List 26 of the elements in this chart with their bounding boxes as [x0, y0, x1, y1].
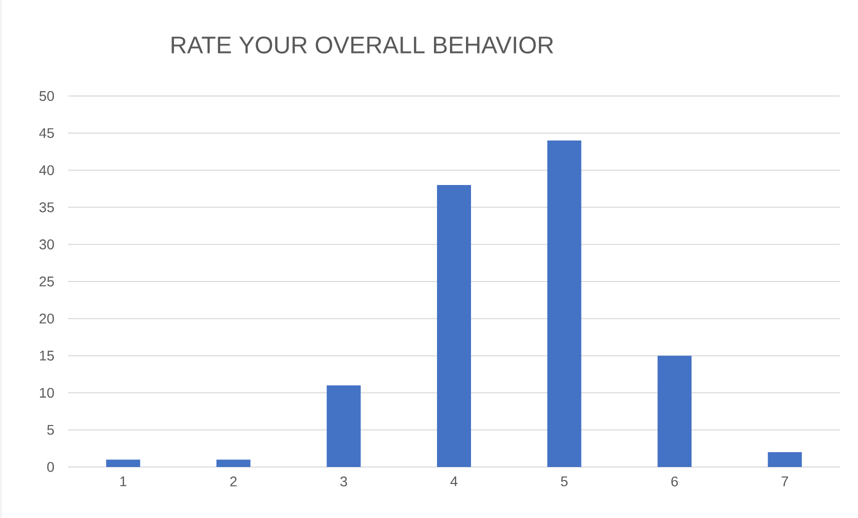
y-tick-label: 5	[47, 425, 54, 435]
y-tick-label: 10	[40, 388, 54, 398]
y-tick-label: 40	[39, 165, 54, 176]
y-tick-label: 15	[40, 350, 54, 361]
y-tick-label: 35	[39, 202, 54, 212]
bar	[768, 452, 802, 467]
y-tick-label: 45	[39, 128, 54, 138]
bar	[547, 140, 582, 467]
y-tick-label: 0	[47, 462, 54, 472]
x-tick-label: 3	[340, 476, 347, 486]
x-tick-label: 2	[230, 476, 237, 486]
y-tick-label: 30	[39, 239, 54, 250]
y-tick-label: 50	[39, 91, 54, 101]
x-tick-label: 6	[671, 476, 678, 486]
y-tick-label: 25	[40, 276, 54, 286]
bar	[216, 460, 250, 467]
bar	[437, 185, 472, 467]
bar	[326, 385, 361, 467]
x-tick-label: 5	[560, 476, 568, 486]
bar	[658, 356, 692, 467]
x-tick-label: 4	[450, 476, 458, 486]
x-tick-label: 7	[782, 476, 788, 486]
bar	[106, 460, 140, 467]
x-tick-label: 1	[120, 476, 126, 486]
chart-title: RATE YOUR OVERALL BEHAVIOR	[172, 36, 554, 54]
y-tick-label: 20	[40, 314, 54, 324]
